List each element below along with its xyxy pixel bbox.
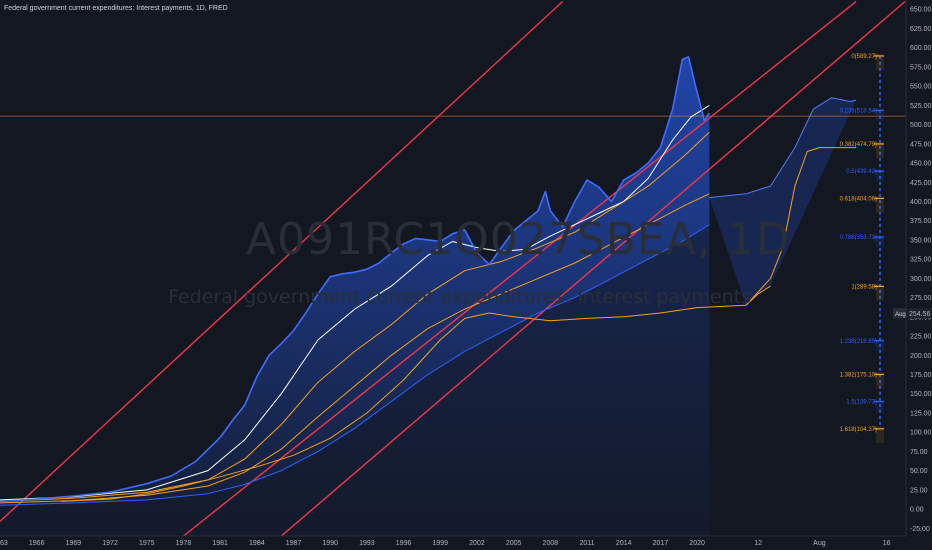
price-tag-value: 254.56 — [909, 311, 931, 318]
y-tick-label: 550.00 — [910, 84, 932, 91]
series-line-projection-upper — [709, 97, 857, 199]
y-tick-label: 325.00 — [910, 257, 932, 264]
y-tick-label: 425.00 — [910, 180, 932, 187]
y-tick-label: 600.00 — [910, 45, 932, 52]
fib-level-label: 0.382(474.79) — [840, 142, 877, 148]
fib-level-label: 1.382(175.10) — [840, 372, 877, 378]
channel-line-3 — [280, 1, 905, 536]
x-tick-label: 1963 — [0, 540, 8, 547]
x-tick-label: 1999 — [432, 540, 448, 547]
series-line-ma-white — [0, 104, 710, 501]
y-tick-label: 400.00 — [910, 199, 932, 206]
fib-level-label: 0.236(518.54) — [840, 108, 877, 114]
fib-level-label: 1.5(139.73) — [846, 400, 877, 406]
y-tick-label: 50.00 — [910, 468, 928, 475]
fib-zone — [876, 338, 884, 351]
chart-title[interactable]: Federal government current expenditures:… — [4, 5, 228, 12]
x-tick-label: 2020 — [689, 540, 705, 547]
price-tag-label-bg — [893, 308, 906, 319]
y-tick-label: 0.00 — [910, 507, 924, 514]
y-tick-label: 300.00 — [910, 276, 932, 283]
x-tick-label: 12 — [754, 540, 762, 547]
x-tick-label: 16 — [883, 540, 891, 547]
x-tick-label: 1981 — [212, 540, 228, 547]
fib-zone — [876, 372, 884, 389]
y-tick-label: 75.00 — [910, 449, 928, 456]
time-axis[interactable]: 1963 1966 1969 1972 1975 1978 1981 1984 1987 1990… — [0, 540, 891, 547]
fib-level-label: 1.236(218.85) — [840, 339, 877, 345]
y-tick-label: 175.00 — [910, 372, 932, 379]
x-tick-label: Aug — [813, 540, 826, 547]
price-tag-value-bg — [907, 308, 932, 319]
x-tick-label: 1969 — [66, 540, 82, 547]
price-area-fill — [0, 56, 710, 536]
series-line-projection-orange — [745, 147, 857, 306]
series-line-ma-orange-2 — [0, 193, 710, 504]
y-tick-label: 125.00 — [910, 410, 932, 417]
x-tick-label: 2014 — [616, 540, 632, 547]
channel-line-2 — [183, 0, 857, 536]
fib-zone — [876, 108, 884, 121]
fib-level-label: 1.618(104.37) — [840, 427, 877, 433]
x-tick-label: 1966 — [29, 540, 45, 547]
x-tick-label: 1993 — [359, 540, 375, 547]
y-tick-label: 200.00 — [910, 353, 932, 360]
series-line-ma-orange-1 — [0, 131, 710, 502]
x-tick-label: 1984 — [249, 540, 265, 547]
fib-levels: 0(589.27) 0.236(518.54) 0.382(474.79) 0.5(4… — [840, 53, 884, 443]
x-tick-label: 1978 — [176, 540, 192, 547]
fib-zone — [876, 141, 884, 158]
y-tick-label: 575.00 — [910, 64, 932, 71]
y-tick-label: 150.00 — [910, 391, 932, 398]
fib-zone — [876, 235, 884, 248]
y-tick-label: 625.00 — [910, 26, 932, 33]
series-line-ma-blue-thin — [0, 224, 710, 506]
fib-level-label: 0.5(439.42) — [846, 169, 877, 175]
fib-level-label: 0.786(353.71) — [840, 235, 877, 241]
price-tag: Aug 254.56 — [893, 308, 932, 319]
y-tick-label: 25.00 — [910, 487, 928, 494]
fib-zone — [876, 426, 884, 443]
x-tick-label: 1990 — [322, 540, 338, 547]
y-tick-label: 525.00 — [910, 103, 932, 110]
fib-zone — [876, 196, 884, 213]
y-tick-label: 275.00 — [910, 295, 932, 302]
y-tick-label: 475.00 — [910, 141, 932, 148]
y-tick-label: 225.00 — [910, 334, 932, 341]
fib-level-label: 1(289.58) — [851, 284, 877, 290]
fib-level-label: 0.618(404.06) — [840, 196, 877, 202]
channel-line-1 — [0, 1, 564, 522]
y-tick-label: 450.00 — [910, 161, 932, 168]
projection-band-fill — [709, 97, 857, 306]
x-tick-label: 2008 — [543, 540, 559, 547]
x-tick-label: 2011 — [579, 540, 594, 547]
y-tick-label: 350.00 — [910, 237, 932, 244]
y-tick-label: 100.00 — [910, 430, 932, 437]
price-tag-label: Aug — [895, 312, 906, 318]
fib-zone — [876, 399, 884, 412]
y-tick-label: 650.00 — [910, 7, 932, 14]
price-axis[interactable]: 650.00 625.00 600.00 575.00 550.00 525.00 500.… — [910, 7, 932, 533]
x-tick-label: 2005 — [506, 540, 522, 547]
fib-zone — [876, 169, 884, 182]
watermark-symbol: A091RC1Q027SBEA, 1D — [246, 214, 791, 265]
series-line-price — [0, 56, 710, 503]
y-tick-label: 375.00 — [910, 218, 932, 225]
fib-level-label: 0(589.27) — [851, 54, 877, 60]
x-tick-label: 1987 — [286, 540, 302, 547]
y-tick-label: 500.00 — [910, 122, 932, 129]
x-tick-label: 2017 — [653, 540, 669, 547]
y-tick-label: -25.00 — [910, 526, 930, 533]
fib-zone — [876, 53, 884, 70]
fib-zone — [876, 284, 884, 301]
watermark-description: Federal government current expenditures:… — [168, 286, 751, 308]
x-tick-label: 1975 — [139, 540, 155, 547]
x-tick-label: 1972 — [102, 540, 118, 547]
plot-area — [0, 0, 905, 536]
x-tick-label: 2002 — [469, 540, 485, 547]
x-tick-label: 1996 — [396, 540, 412, 547]
